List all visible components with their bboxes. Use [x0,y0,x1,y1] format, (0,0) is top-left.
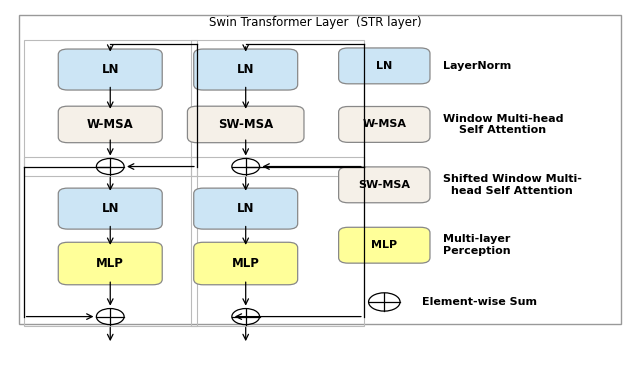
Text: LN: LN [376,61,392,71]
Text: LN: LN [237,63,255,76]
Text: Window Multi-head
Self Attention: Window Multi-head Self Attention [442,113,563,135]
Text: SW-MSA: SW-MSA [218,118,273,131]
Text: LN: LN [237,202,255,215]
FancyBboxPatch shape [58,106,163,143]
Text: Shifted Window Multi-
head Self Attention: Shifted Window Multi- head Self Attentio… [442,174,581,196]
Text: W-MSA: W-MSA [87,118,134,131]
FancyBboxPatch shape [194,242,298,285]
Text: Element-wise Sum: Element-wise Sum [422,297,537,307]
Text: LayerNorm: LayerNorm [442,61,511,71]
FancyBboxPatch shape [339,227,430,263]
FancyBboxPatch shape [19,15,621,324]
FancyBboxPatch shape [194,49,298,90]
FancyBboxPatch shape [339,48,430,84]
FancyBboxPatch shape [339,167,430,203]
FancyBboxPatch shape [194,188,298,229]
FancyBboxPatch shape [188,106,304,143]
Text: MLP: MLP [371,240,398,250]
Text: Multi-layer
Perception: Multi-layer Perception [442,234,510,256]
Text: SW-MSA: SW-MSA [358,180,410,190]
FancyBboxPatch shape [339,107,430,142]
Text: LN: LN [101,202,119,215]
Text: LN: LN [101,63,119,76]
FancyBboxPatch shape [58,188,163,229]
Text: MLP: MLP [96,257,124,270]
Text: W-MSA: W-MSA [362,119,406,130]
FancyBboxPatch shape [58,242,163,285]
Text: MLP: MLP [232,257,260,270]
FancyBboxPatch shape [58,49,163,90]
Text: Swin Transformer Layer  (STR layer): Swin Transformer Layer (STR layer) [209,16,421,30]
